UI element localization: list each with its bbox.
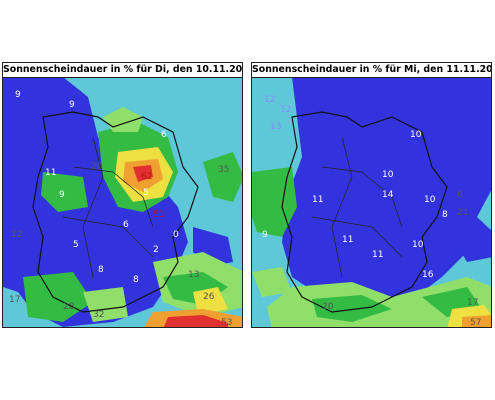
value-label: 9 [15,90,21,100]
map-title-wednesday: Sonnenscheindauer in % für Mi, den 11.11… [252,63,491,78]
value-label: 9 [59,190,65,200]
map-panel-wednesday: Sonnenscheindauer in % für Mi, den 11.11… [251,62,492,328]
value-label: 10 [382,170,394,180]
value-label: 14 [382,190,394,200]
value-label: 11 [372,250,383,260]
value-label: 9 [262,230,268,240]
value-label: 20 [91,162,103,172]
value-label: 11 [312,195,323,205]
value-label: 8 [133,275,139,285]
value-label: 12 [264,95,275,105]
value-label: 2 [153,245,159,255]
value-label: 17 [9,295,20,305]
value-label: 20 [322,302,334,312]
value-label: 12 [280,105,291,115]
value-label: 0 [173,230,179,240]
sunshine-map-wednesday: 12 13 12 10 10 10 11 11 11 10 16 14 8 9 … [252,77,491,328]
value-label: 16 [422,270,434,280]
value-label: 10 [410,130,422,140]
map-title-tuesday: Sonnenscheindauer in % für Di, den 10.11… [3,63,242,78]
value-label: 10 [412,240,424,250]
value-label: 10 [424,195,436,205]
value-label: 51 [153,210,164,220]
value-label: 57 [470,318,481,328]
value-label: 53 [221,318,232,328]
value-label: 6 [161,130,167,140]
value-label: 6 [457,190,463,200]
value-label: 26 [203,292,215,302]
value-label: 5 [73,240,79,250]
value-label: 35 [218,165,229,175]
value-label: 13 [188,270,199,280]
value-label: 8 [98,265,104,275]
value-label: 13 [270,122,281,132]
value-label: 6 [123,220,129,230]
sunshine-map-tuesday: 9 9 11 6 9 5 6 5 2 8 8 0 62 51 20 17 28 … [3,77,242,328]
value-label: 11 [45,168,56,178]
value-label: 5 [143,188,149,198]
map-panel-tuesday: Sonnenscheindauer in % für Di, den 10.11… [2,62,243,328]
value-label: 32 [93,310,104,320]
value-label: 12 [11,230,22,240]
value-label: 28 [63,302,75,312]
value-label: 17 [467,298,478,308]
value-label: 9 [69,100,75,110]
value-label: 8 [442,210,448,220]
value-label: 62 [141,172,152,182]
value-label: 11 [342,235,353,245]
value-label: 21 [457,208,468,218]
